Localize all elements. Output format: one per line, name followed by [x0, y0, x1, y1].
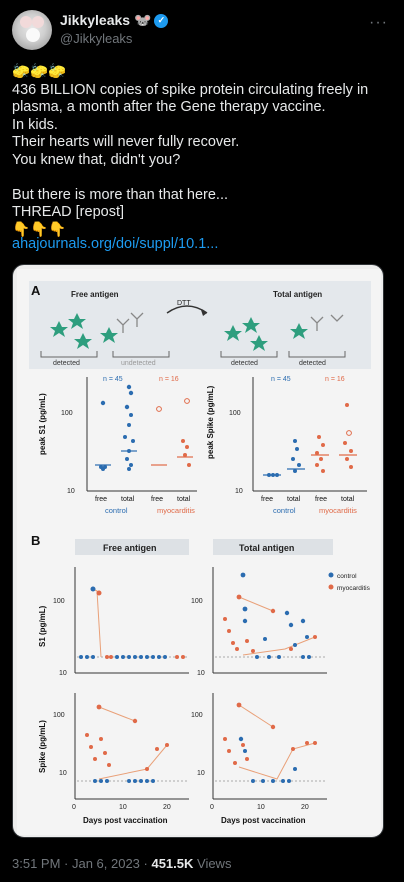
antigen-icons [50, 313, 308, 351]
b-tick-br-10: 10 [197, 770, 205, 777]
sponge-emojis: 🧽🧽🧽 [12, 64, 67, 80]
b-bl-xtick-20: 20 [163, 804, 171, 811]
right-group-control: control [273, 506, 296, 515]
b-br-xtick-0: 0 [210, 804, 214, 811]
tweet-image[interactable]: A Free antigen Total antigen DTT detecte… [12, 264, 384, 838]
detected-label-3: detected [299, 360, 326, 367]
avatar[interactable] [12, 10, 52, 50]
right-xcat-3: total [341, 496, 355, 503]
b-tick-br-100: 100 [191, 712, 203, 719]
left-xcat-1: total [121, 496, 135, 503]
right-xcat-0: free [261, 496, 273, 503]
left-group-control: control [105, 506, 128, 515]
tweet-link[interactable]: ahajournals.org/doi/suppl/10.1... [12, 236, 219, 252]
b-tick-bl-10: 10 [59, 770, 67, 777]
right-group-myo: myocarditis [319, 506, 357, 515]
b-tick-tr-100: 100 [191, 598, 203, 605]
spike-ylabel: Spike (pg/mL) [38, 720, 47, 773]
left-xcat-2: free [151, 496, 163, 503]
b-bl-xtick-0: 0 [72, 804, 76, 811]
detected-label-1: detected [53, 360, 80, 367]
free-antigen-title: Free antigen [71, 290, 119, 299]
dtt-label: DTT [177, 300, 191, 307]
display-name[interactable]: Jikkyleaks 🐭 ✓ [60, 12, 169, 29]
left-ylabel: peak S1 (pg/mL) [38, 393, 47, 455]
n-myo-left: n = 16 [159, 376, 179, 383]
b-col1-title: Free antigen [103, 543, 157, 553]
right-xcat-1: total [287, 496, 301, 503]
right-xcat-2: free [315, 496, 327, 503]
views-label: Views [193, 856, 232, 871]
legend-myo: myocarditis [337, 585, 371, 592]
b-tick-tl-10: 10 [59, 670, 67, 677]
undetected-label: undetected [121, 360, 156, 367]
figure-graphic: A Free antigen Total antigen DTT detecte… [17, 269, 381, 835]
b-tick-tl-100: 100 [53, 598, 65, 605]
b-bl-xtick-10: 10 [119, 804, 127, 811]
verified-badge-icon: ✓ [154, 13, 169, 28]
left-xcat-3: total [177, 496, 191, 503]
b-br-xtick-20: 20 [301, 804, 309, 811]
b-tick-bl-100: 100 [53, 712, 65, 719]
total-antigen-title: Total antigen [273, 290, 322, 299]
display-name-text[interactable]: Jikkyleaks 🐭 [60, 12, 152, 28]
left-control-free [99, 400, 107, 471]
n-control-right: n = 45 [271, 376, 291, 383]
panel-a-label: A [31, 283, 41, 298]
timestamp[interactable]: 3:51 PM · Jan 6, 2023 · [12, 856, 152, 871]
tweet-footer: 3:51 PM · Jan 6, 2023 · 451.5K Views [12, 856, 231, 871]
left-xcat-0: free [95, 496, 107, 503]
right-tick-10: 10 [235, 488, 243, 495]
n-control-left: n = 45 [103, 376, 123, 383]
author-block[interactable]: Jikkyleaks 🐭 ✓ @Jikkyleaks [60, 12, 169, 46]
b-col2-title: Total antigen [239, 543, 294, 553]
b-xlabel-left: Days post vaccination [83, 816, 168, 825]
left-tick-10: 10 [67, 488, 75, 495]
handle[interactable]: @Jikkyleaks [60, 31, 133, 46]
n-myo-right: n = 16 [325, 376, 345, 383]
legend-control: control [337, 573, 357, 580]
left-control-total [123, 384, 135, 471]
tweet-body: 🧽🧽🧽 436 BILLION copies of spike protein … [12, 64, 392, 239]
b-tick-tr-10: 10 [197, 670, 205, 677]
left-group-myo: myocarditis [157, 506, 195, 515]
right-myo [315, 403, 353, 473]
detected-label-2: detected [231, 360, 258, 367]
s1-ylabel: S1 (pg/mL) [38, 605, 47, 647]
left-myo [156, 398, 191, 467]
b-br-xtick-10: 10 [257, 804, 265, 811]
views-count: 451.5K [151, 856, 194, 871]
right-tick-100: 100 [229, 410, 241, 417]
left-tick-100: 100 [61, 410, 73, 417]
right-ylabel: peak Spike (pg/mL) [206, 385, 215, 459]
more-options-icon[interactable]: ··· [369, 14, 388, 31]
b-xlabel-right: Days post vaccination [221, 816, 306, 825]
tweet-text: 436 BILLION copies of spike protein circ… [12, 81, 369, 238]
panel-b-label: B [31, 533, 40, 548]
tweet-header: Jikkyleaks 🐭 ✓ @Jikkyleaks ··· [12, 10, 392, 50]
